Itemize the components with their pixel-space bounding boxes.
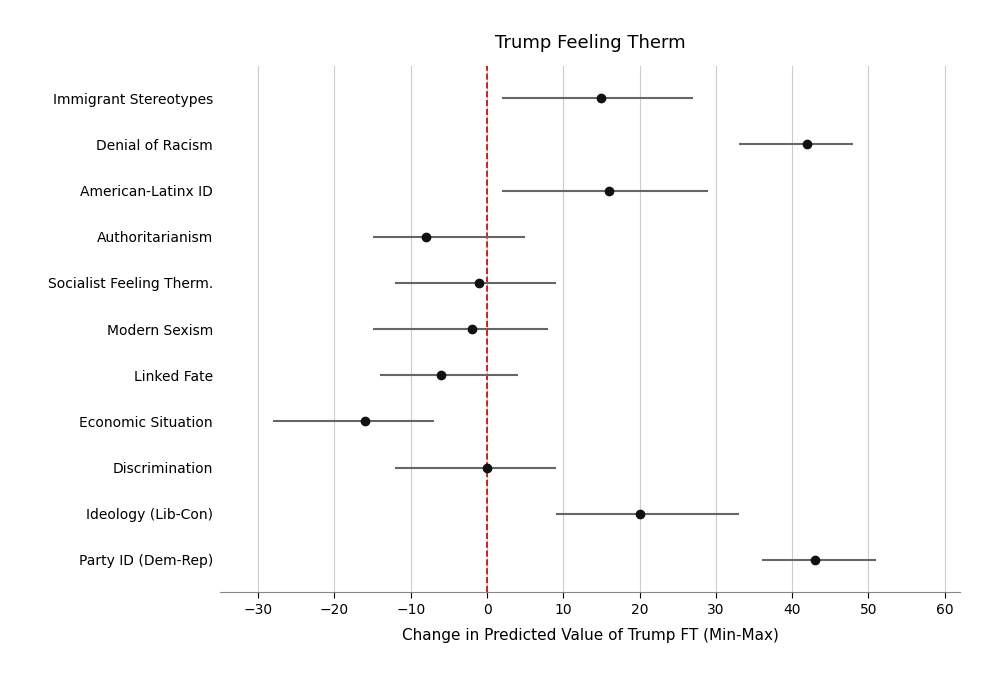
Text: Trump Feeling Therm: Trump Feeling Therm: [495, 34, 685, 52]
X-axis label: Change in Predicted Value of Trump FT (Min-Max): Change in Predicted Value of Trump FT (M…: [402, 628, 778, 643]
